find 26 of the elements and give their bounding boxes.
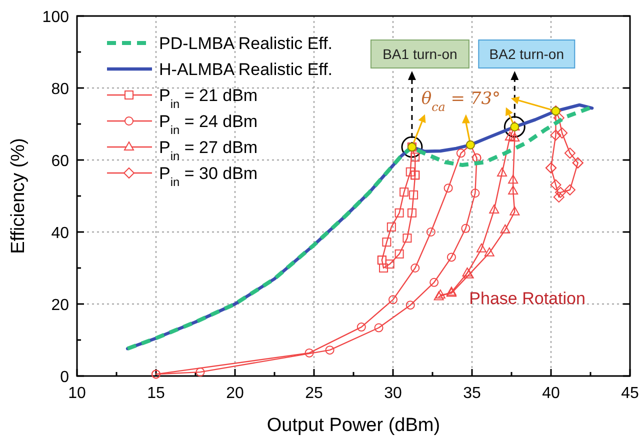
x-tick-label: 35 [463,385,481,402]
x-tick-label: 20 [226,385,244,402]
x-tick-label: 10 [68,385,86,402]
y-axis-title: Efficiency (%) [8,138,29,254]
annotation: Phase Rotation [469,289,586,308]
x-tick-label: 25 [305,385,323,402]
y-tick-label: 20 [51,297,70,314]
legend-label: P$_{in}$ = 21 dBm [159,86,258,111]
x-tick-label: 45 [621,385,639,402]
y-tick-label: 100 [42,9,70,26]
x-axis-title: Output Power (dBm) [266,415,440,436]
legend-label: P$_{in}$ = 24 dBm [159,112,258,137]
annotation: BA2 turn-on [489,46,564,62]
x-tick-label: 40 [542,385,560,402]
legend-label: P$_{in}$ = 27 dBm [159,138,258,163]
y-tick-label: 40 [51,225,70,242]
legend-label: H-ALMBA Realistic Eff. [159,60,333,79]
y-tick-label: 80 [51,81,70,98]
x-tick-label: 30 [384,385,402,402]
annotation: θ$_{ca}$ = 73° [421,89,501,114]
x-tick-label: 15 [147,385,165,402]
y-tick-label: 0 [60,369,70,386]
y-tick-label: 60 [51,153,70,170]
legend-label: P$_{in}$ = 30 dBm [159,164,258,189]
annotation: BA1 turn-on [382,46,458,62]
legend-label: PD-LMBA Realistic Eff. [159,34,333,53]
